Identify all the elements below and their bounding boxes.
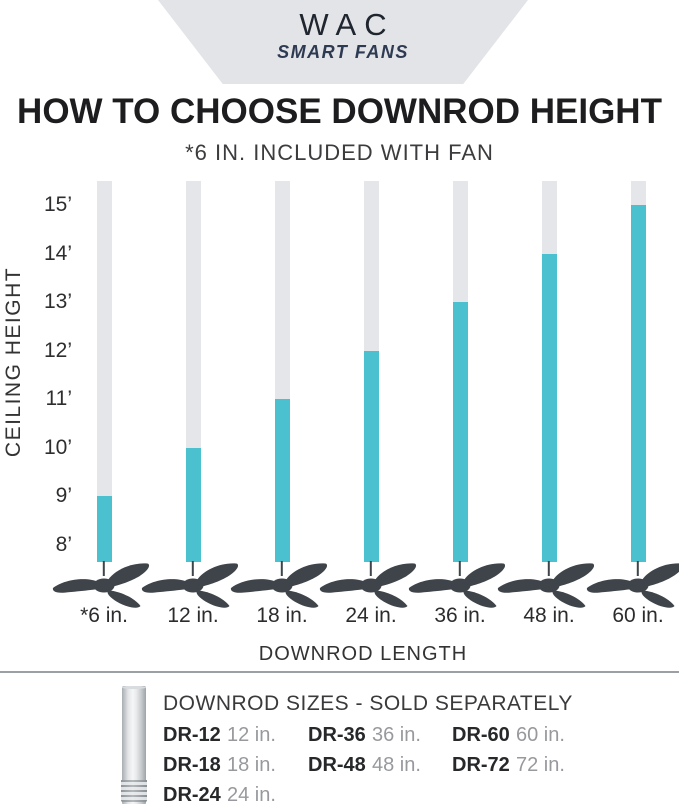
x-tick-label: 12 in. — [167, 604, 219, 627]
y-tick-label: 12’ — [43, 338, 72, 362]
bar-fill — [274, 399, 290, 562]
downrod-model: DR-24 — [163, 784, 221, 806]
bar-track — [452, 181, 468, 562]
bar-fill — [185, 447, 201, 562]
downrod-length: 18 in. — [227, 754, 276, 776]
ceiling-fan-icon — [52, 561, 156, 611]
x-axis-title: DOWNROD LENGTH — [258, 643, 468, 665]
downrod-model: DR-72 — [452, 754, 510, 776]
y-tick-label: 14’ — [43, 241, 72, 265]
y-tick-label: 15’ — [43, 193, 72, 216]
downrod-size-column: DR-12 12 in. DR-18 18 in. DR-24 24 in. — [163, 724, 276, 808]
bar-track — [185, 181, 201, 562]
bar-track — [630, 181, 646, 562]
bar-fill — [452, 302, 468, 562]
downrod-sizes-heading: DOWNROD SIZES - SOLD SEPARATELY — [163, 692, 573, 715]
page-title: HOW TO CHOOSE DOWNROD HEIGHT — [17, 92, 662, 131]
brand-tagline: SMART FANS — [277, 41, 409, 62]
y-tick-label: 8’ — [55, 533, 72, 556]
ceiling-fan-icon — [586, 561, 679, 611]
y-tick-label: 13’ — [43, 290, 72, 314]
page-subtitle: *6 IN. INCLUDED WITH FAN — [185, 140, 494, 165]
y-tick-label: 10’ — [43, 435, 72, 459]
bar-track — [363, 181, 379, 562]
downrod-length: 36 in. — [372, 724, 421, 746]
downrod-model: DR-60 — [452, 724, 510, 746]
downrod-length: 24 in. — [227, 784, 276, 806]
downrod-size-row: DR-24 24 in. — [163, 784, 276, 808]
ceiling-fan-icon — [497, 561, 601, 611]
downrod-size-row: DR-48 48 in. — [308, 754, 421, 784]
y-tick-label: 9’ — [55, 484, 72, 508]
x-tick-label: 36 in. — [434, 604, 486, 627]
downrod-length: 72 in. — [516, 754, 565, 776]
ceiling-fan-icon — [408, 561, 512, 611]
bar-fill — [363, 350, 379, 562]
bar-fill — [630, 205, 646, 562]
downrod-size-column: DR-36 36 in. DR-48 48 in. — [308, 724, 421, 784]
downrod-length: 12 in. — [227, 724, 276, 746]
downrod-model: DR-12 — [163, 724, 221, 746]
downrod-size-row: DR-18 18 in. — [163, 754, 276, 784]
x-tick-label: 24 in. — [345, 604, 397, 627]
downrod-length: 48 in. — [372, 754, 421, 776]
downrod-model: DR-36 — [308, 724, 366, 746]
bar-track — [541, 181, 557, 562]
downrod-product-image — [121, 686, 147, 804]
y-tick-label: 11’ — [45, 387, 72, 411]
downrod-size-row: DR-72 72 in. — [452, 754, 565, 784]
brand-logo: WAC — [299, 7, 395, 42]
downrod-size-row: DR-12 12 in. — [163, 724, 276, 754]
downrod-model: DR-18 — [163, 754, 221, 776]
ceiling-fan-icon — [230, 561, 334, 611]
section-divider — [0, 671, 679, 673]
bar-track — [274, 181, 290, 562]
downrod-length: 60 in. — [516, 724, 565, 746]
downrod-height-chart: CEILING HEIGHT 15’ 14’ 13’ 12’ 11’ 10’ 9’ 8’ *6… — [2, 181, 679, 665]
bar-fill — [96, 496, 112, 562]
x-tick-label: 48 in. — [523, 604, 575, 627]
downrod-size-column: DR-60 60 in. DR-72 72 in. — [452, 724, 565, 784]
x-tick-label: 18 in. — [256, 604, 308, 627]
downrod-size-row: DR-36 36 in. — [308, 724, 421, 754]
brand-banner: WAC SMART FANS — [158, 0, 528, 84]
x-tick-label: 60 in. — [612, 604, 664, 627]
x-tick-label: *6 in. — [80, 604, 128, 627]
ceiling-fan-icon — [319, 561, 423, 611]
downrod-model: DR-48 — [308, 754, 366, 776]
downrod-size-row: DR-60 60 in. — [452, 724, 565, 754]
bar-track — [96, 181, 112, 562]
bar-fill — [541, 253, 557, 562]
ceiling-fan-icon — [141, 561, 245, 611]
